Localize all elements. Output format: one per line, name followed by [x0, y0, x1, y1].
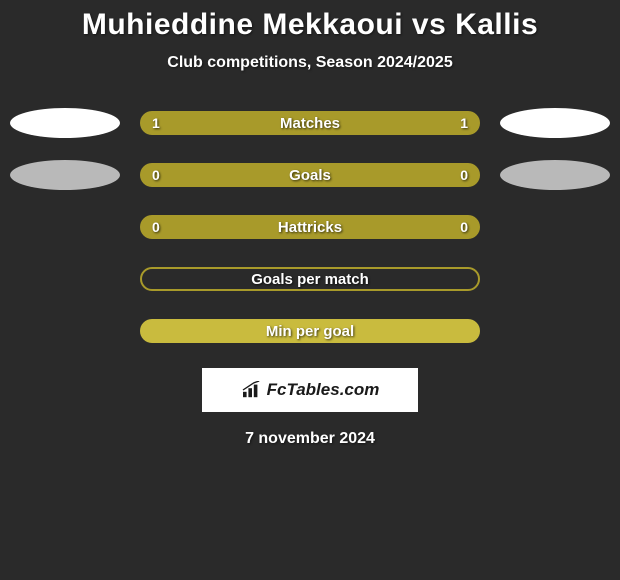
spacer [500, 316, 610, 346]
stat-left-value: 1 [152, 115, 160, 131]
stat-row: 1 Matches 1 [0, 108, 620, 138]
spacer [10, 264, 120, 294]
stat-bar: 1 Matches 1 [140, 111, 480, 135]
left-ellipse [10, 160, 120, 190]
stat-label: Goals per match [251, 271, 369, 288]
date-label: 7 november 2024 [0, 430, 620, 448]
stat-bar: 0 Goals 0 [140, 163, 480, 187]
stat-row: 0 Hattricks 0 [0, 212, 620, 242]
stat-left-value: 0 [152, 167, 160, 183]
chart-icon [241, 381, 263, 399]
stat-left-value: 0 [152, 219, 160, 235]
stat-label: Matches [280, 115, 340, 132]
stat-bar: Goals per match [140, 267, 480, 291]
stat-right-value: 0 [460, 219, 468, 235]
left-ellipse [10, 108, 120, 138]
subtitle: Club competitions, Season 2024/2025 [0, 54, 620, 72]
stat-row: 0 Goals 0 [0, 160, 620, 190]
stat-right-value: 0 [460, 167, 468, 183]
spacer [500, 264, 610, 294]
right-ellipse [500, 160, 610, 190]
page-title: Muhieddine Mekkaoui vs Kallis [0, 8, 620, 42]
stat-label: Goals [289, 167, 331, 184]
stat-right-value: 1 [460, 115, 468, 131]
stat-label: Hattricks [278, 219, 342, 236]
spacer [500, 212, 610, 242]
right-ellipse [500, 108, 610, 138]
spacer [10, 212, 120, 242]
spacer [10, 316, 120, 346]
stat-bar: 0 Hattricks 0 [140, 215, 480, 239]
stat-rows: 1 Matches 1 0 Goals 0 0 Hattricks 0 [0, 108, 620, 346]
stat-row: Goals per match [0, 264, 620, 294]
logo-box: FcTables.com [202, 368, 418, 412]
infographic-container: Muhieddine Mekkaoui vs Kallis Club compe… [0, 0, 620, 580]
stat-label: Min per goal [266, 323, 354, 340]
stat-bar: Min per goal [140, 319, 480, 343]
stat-row: Min per goal [0, 316, 620, 346]
logo-text: FcTables.com [267, 380, 380, 400]
